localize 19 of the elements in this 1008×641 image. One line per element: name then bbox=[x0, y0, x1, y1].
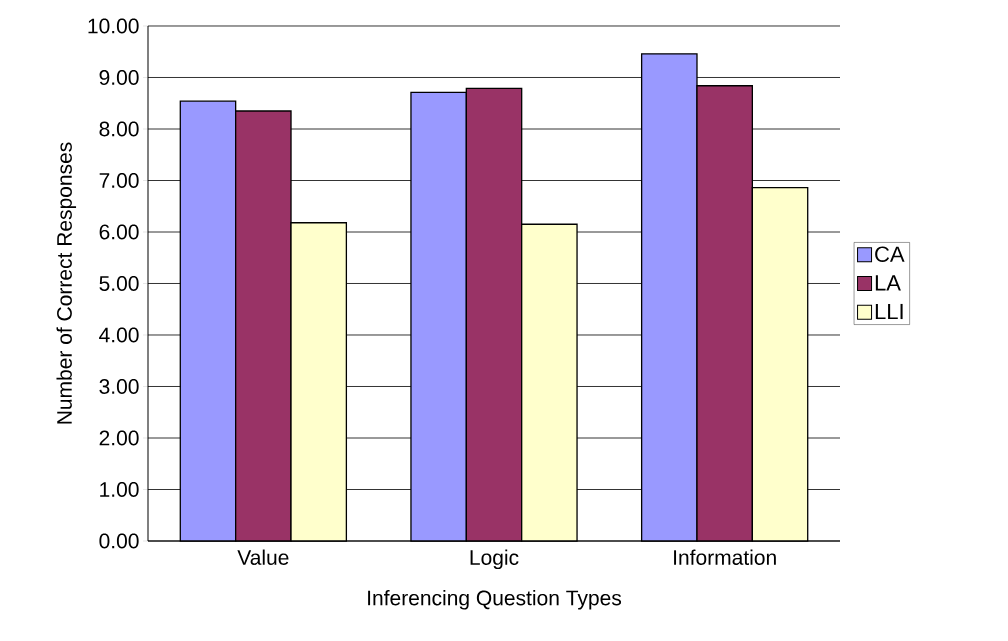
y-tick-label: 4.00 bbox=[99, 327, 139, 343]
y-tick-label: 9.00 bbox=[99, 70, 139, 85]
y-tick-label: 8.00 bbox=[99, 121, 139, 137]
x-tick-label: Value bbox=[237, 549, 289, 565]
legend-label: LLI bbox=[875, 303, 903, 320]
x-tick-label: Logic bbox=[470, 549, 519, 570]
y-tick-label: 0.00 bbox=[99, 533, 139, 549]
y-tick-label: 5.00 bbox=[99, 276, 139, 291]
y-tick-label: 3.00 bbox=[99, 379, 139, 394]
legend-label: LA bbox=[875, 275, 901, 291]
y-axis-title: Number of Correct Responses bbox=[56, 142, 77, 424]
y-tick-label: 7.00 bbox=[99, 173, 139, 188]
x-axis-title: Inferencing Question Types bbox=[368, 589, 622, 610]
x-tick-label: Information bbox=[674, 549, 776, 565]
y-tick-label: 10.00 bbox=[88, 18, 139, 34]
y-tick-label: 2.00 bbox=[99, 430, 139, 446]
y-tick-label: 1.00 bbox=[100, 482, 139, 497]
y-tick-label: 6.00 bbox=[99, 224, 139, 240]
legend-label: CA bbox=[875, 246, 905, 263]
